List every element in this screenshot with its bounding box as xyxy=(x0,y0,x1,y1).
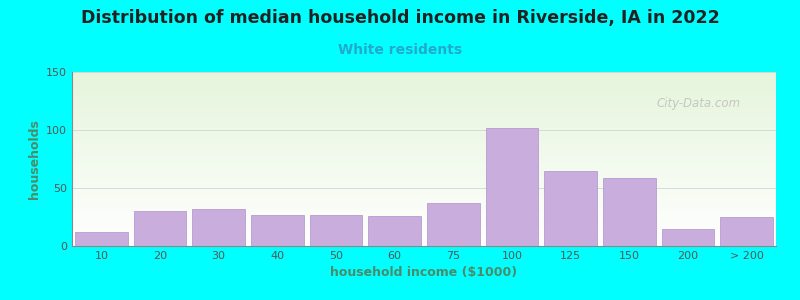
Bar xyxy=(603,178,656,246)
Bar xyxy=(368,216,421,246)
Bar xyxy=(310,215,362,246)
Bar xyxy=(134,211,186,246)
Bar xyxy=(75,232,128,246)
Text: City-Data.com: City-Data.com xyxy=(656,97,741,110)
Text: White residents: White residents xyxy=(338,44,462,58)
Bar xyxy=(720,217,773,246)
Bar xyxy=(486,128,538,246)
Bar xyxy=(251,215,304,246)
Bar xyxy=(427,203,480,246)
X-axis label: household income ($1000): household income ($1000) xyxy=(330,266,518,279)
Y-axis label: households: households xyxy=(27,119,41,199)
Bar xyxy=(662,229,714,246)
Bar xyxy=(192,209,245,246)
Text: Distribution of median household income in Riverside, IA in 2022: Distribution of median household income … xyxy=(81,9,719,27)
Bar xyxy=(544,171,597,246)
